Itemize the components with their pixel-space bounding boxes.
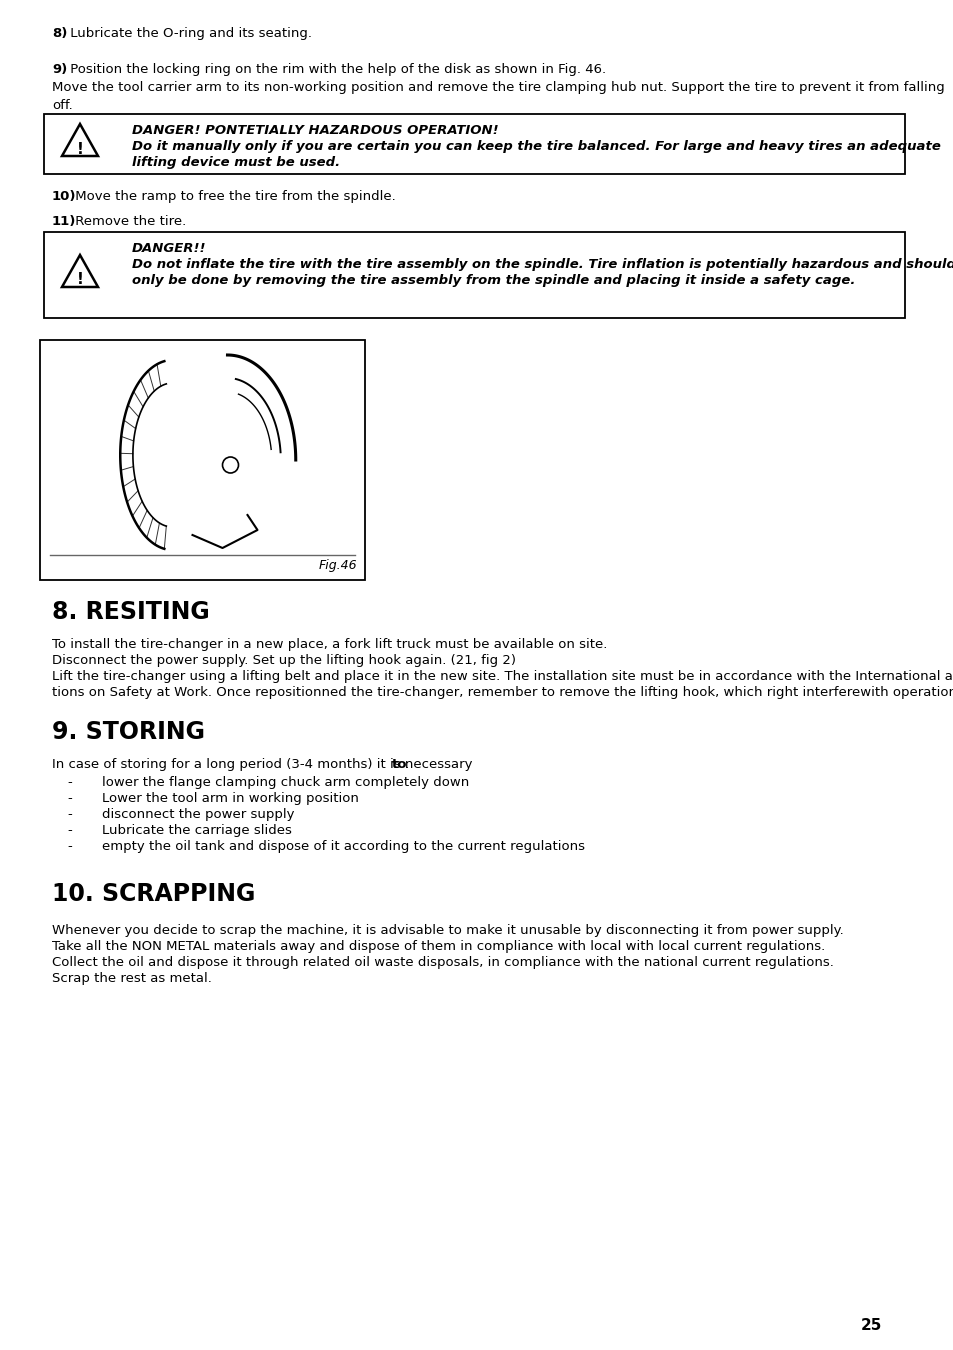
Text: Lift the tire-changer using a lifting belt and place it in the new site. The ins: Lift the tire-changer using a lifting be… <box>52 670 953 683</box>
Text: 10. SCRAPPING: 10. SCRAPPING <box>52 882 255 906</box>
Text: DANGER!!: DANGER!! <box>132 242 206 255</box>
Text: empty the oil tank and dispose of it according to the current regulations: empty the oil tank and dispose of it acc… <box>102 840 584 853</box>
Text: -: - <box>67 776 71 788</box>
Text: 9): 9) <box>52 63 67 76</box>
Text: 8): 8) <box>52 27 68 40</box>
Text: 10): 10) <box>52 190 76 202</box>
Text: !: ! <box>76 273 83 288</box>
Text: 25: 25 <box>860 1318 882 1332</box>
Text: Remove the tire.: Remove the tire. <box>71 215 187 228</box>
Text: Lubricate the O-ring and its seating.: Lubricate the O-ring and its seating. <box>66 27 312 40</box>
Text: disconnect the power supply: disconnect the power supply <box>102 809 294 821</box>
Text: tions on Safety at Work. Once repositionned the tire-changer, remember to remove: tions on Safety at Work. Once reposition… <box>52 686 953 699</box>
Text: To install the tire-changer in a new place, a fork lift truck must be available : To install the tire-changer in a new pla… <box>52 639 607 651</box>
Text: Do not inflate the tire with the tire assembly on the spindle. Tire inflation is: Do not inflate the tire with the tire as… <box>132 258 953 271</box>
Text: -: - <box>67 809 71 821</box>
Text: only be done by removing the tire assembly from the spindle and placing it insid: only be done by removing the tire assemb… <box>132 274 855 288</box>
Text: 8. RESITING: 8. RESITING <box>52 599 210 624</box>
Text: Lower the tool arm in working position: Lower the tool arm in working position <box>102 792 358 805</box>
Text: to: to <box>392 757 407 771</box>
Text: !: ! <box>76 142 83 157</box>
Text: Position the locking ring on the rim with the help of the disk as shown in Fig. : Position the locking ring on the rim wit… <box>66 63 605 76</box>
Text: -: - <box>67 824 71 837</box>
Text: lower the flange clamping chuck arm completely down: lower the flange clamping chuck arm comp… <box>102 776 469 788</box>
Text: off.: off. <box>52 99 72 112</box>
Text: DANGER! PONTETIALLY HAZARDOUS OPERATION!: DANGER! PONTETIALLY HAZARDOUS OPERATION! <box>132 124 498 136</box>
Text: Move the tool carrier arm to its non-working position and remove the tire clampi: Move the tool carrier arm to its non-wor… <box>52 81 943 95</box>
Text: Collect the oil and dispose it through related oil waste disposals, in complianc: Collect the oil and dispose it through r… <box>52 956 833 969</box>
FancyBboxPatch shape <box>44 113 904 174</box>
Text: Disconnect the power supply. Set up the lifting hook again. (21, fig 2): Disconnect the power supply. Set up the … <box>52 653 516 667</box>
Text: Move the ramp to free the tire from the spindle.: Move the ramp to free the tire from the … <box>71 190 395 202</box>
Text: Take all the NON METAL materials away and dispose of them in compliance with loc: Take all the NON METAL materials away an… <box>52 940 824 953</box>
Text: Do it manually only if you are certain you can keep the tire balanced. For large: Do it manually only if you are certain y… <box>132 140 940 153</box>
Text: Scrap the rest as metal.: Scrap the rest as metal. <box>52 972 212 986</box>
Text: -: - <box>67 792 71 805</box>
FancyBboxPatch shape <box>44 232 904 319</box>
Text: In case of storing for a long period (3-4 months) it is necessary: In case of storing for a long period (3-… <box>52 757 476 771</box>
FancyBboxPatch shape <box>40 340 365 580</box>
Text: lifting device must be used.: lifting device must be used. <box>132 157 340 169</box>
Text: -: - <box>67 840 71 853</box>
Text: 11): 11) <box>52 215 76 228</box>
Text: 9. STORING: 9. STORING <box>52 720 205 744</box>
Text: Lubricate the carriage slides: Lubricate the carriage slides <box>102 824 292 837</box>
Text: Whenever you decide to scrap the machine, it is advisable to make it unusable by: Whenever you decide to scrap the machine… <box>52 923 842 937</box>
Text: :: : <box>404 757 408 771</box>
Text: Fig.46: Fig.46 <box>318 559 356 572</box>
